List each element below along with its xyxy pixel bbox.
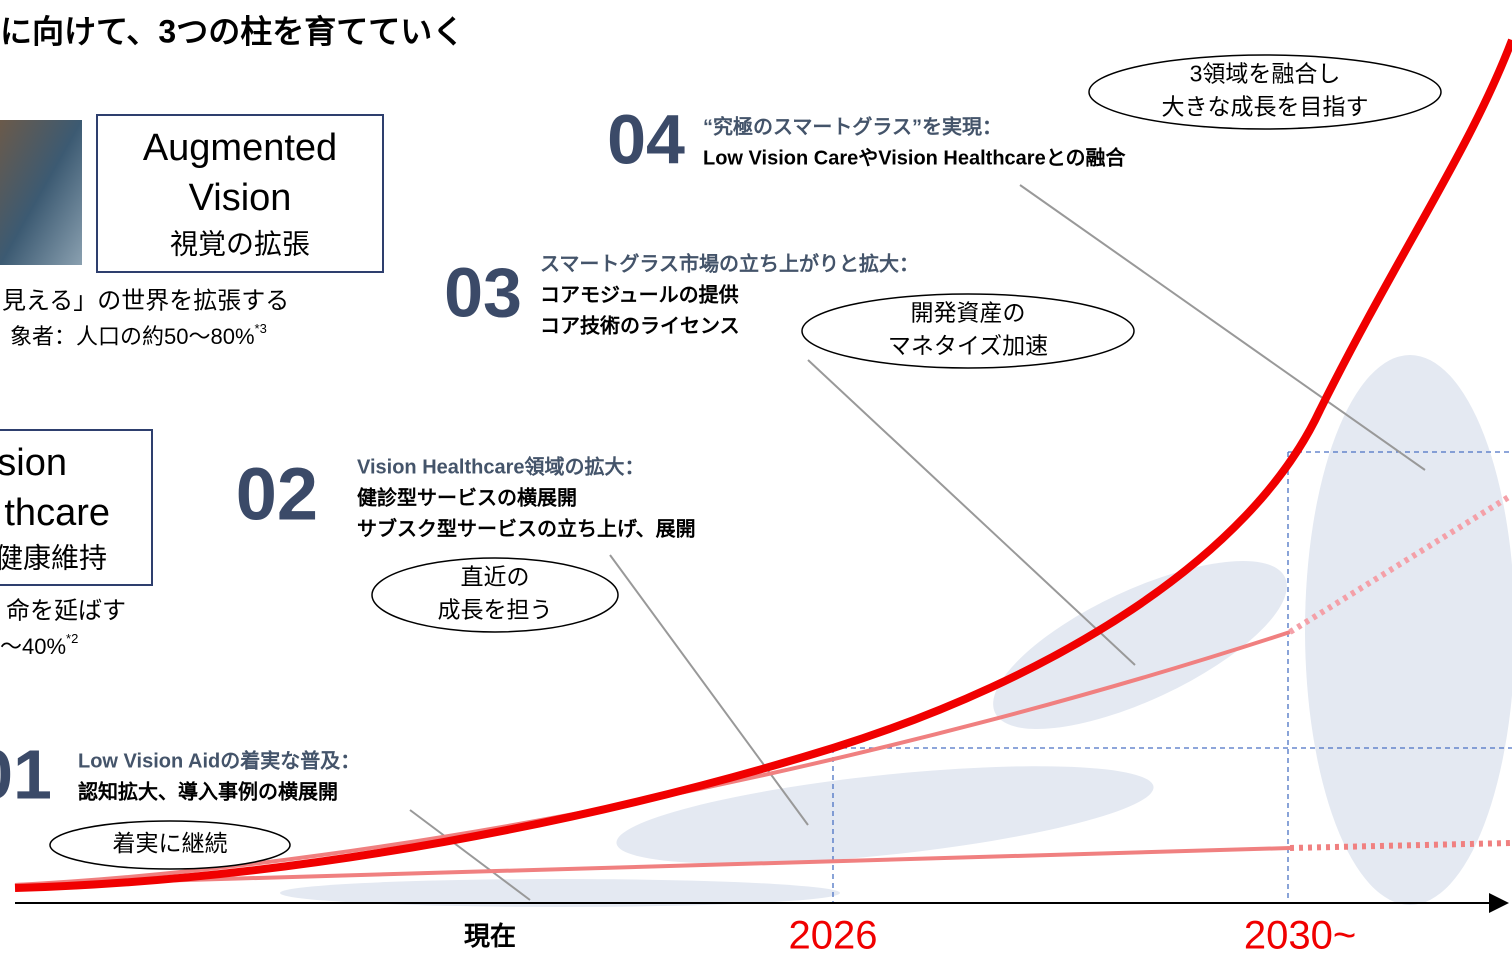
bubble-text: 直近の bbox=[461, 564, 530, 590]
pillar-label: sion bbox=[0, 442, 67, 484]
step-number: 04 bbox=[607, 100, 685, 178]
time-label: 2030~ bbox=[1244, 914, 1356, 954]
step-heading: スマートグラス市場の立ち上がりと拡大： bbox=[540, 251, 919, 275]
note-sup: *2 bbox=[66, 631, 78, 646]
step-line: コア技術のライセンス bbox=[540, 313, 740, 337]
pillar-label: Augmented bbox=[143, 127, 337, 169]
pillar-label: thcare bbox=[4, 492, 110, 534]
bubble-text: マネタイズ加速 bbox=[888, 333, 1048, 359]
step-line: サブスク型サービスの立ち上げ、展開 bbox=[357, 516, 696, 540]
note-sup: *3 bbox=[255, 321, 267, 336]
time-label: 現在 bbox=[464, 921, 516, 951]
step-line: コアモジュールの提供 bbox=[540, 282, 739, 306]
step-heading: Vision Healthcare領域の拡大： bbox=[357, 454, 644, 478]
step-heading: “究極のスマートグラス”を実現： bbox=[703, 114, 1002, 138]
slide: に向けて、3つの柱を育てていく Augmented Vision 視覚の拡張 見… bbox=[0, 0, 1512, 954]
bubble-text: 成長を担う bbox=[438, 597, 553, 623]
photo bbox=[0, 120, 82, 265]
step-number: 02 bbox=[236, 453, 318, 536]
pillar-note: 象者：人口の約50〜80%*3 bbox=[10, 321, 267, 348]
time-label: 2026 bbox=[789, 914, 878, 954]
bubble-text: 大きな成長を目指す bbox=[1162, 94, 1369, 120]
step-heading: Low Vision Aidの着実な普及： bbox=[78, 748, 360, 772]
step-line: 健診型サービスの横展開 bbox=[357, 485, 577, 509]
pillar-caption: 見える」の世界を拡張する bbox=[2, 287, 289, 314]
pillar-note: 〜40%*2 bbox=[0, 631, 78, 658]
step-number: 01 bbox=[0, 735, 52, 813]
bubble-text: 着実に継続 bbox=[113, 830, 228, 856]
step-number: 03 bbox=[444, 253, 522, 331]
bubble-text: 3領域を融合し bbox=[1190, 61, 1341, 87]
bubble-text: 開発資産の bbox=[911, 300, 1026, 326]
pillar-label: Vision bbox=[189, 177, 292, 219]
step-line: 認知拡大、導入事例の横展開 bbox=[78, 779, 338, 803]
title: に向けて、3つの柱を育てていく bbox=[0, 13, 464, 49]
pillar-caption: 命を延ばす bbox=[6, 597, 126, 624]
note: 象者：人口の約50〜80% bbox=[10, 324, 255, 349]
note: 〜40% bbox=[0, 634, 66, 659]
step-line: Low Vision CareやVision Healthcareとの融合 bbox=[703, 145, 1127, 169]
pillar-label: 健康維持 bbox=[0, 542, 107, 573]
pillar-label: 視覚の拡張 bbox=[170, 228, 310, 259]
